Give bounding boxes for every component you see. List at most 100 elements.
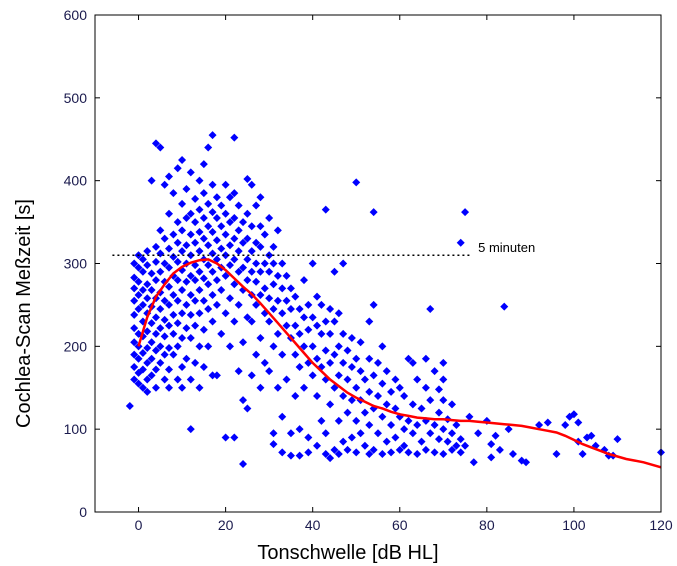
scatter-point [243,255,252,264]
scatter-point [269,259,278,268]
scatter-point [191,358,200,367]
scatter-point [165,172,174,181]
scatter-point [404,354,413,363]
scatter-point [178,383,187,392]
scatter-point [212,371,221,380]
y-tick-label: 200 [64,338,88,354]
scatter-point [448,400,457,409]
scatter-point [165,244,174,253]
scatter-point [191,238,200,247]
scatter-point [313,354,322,363]
scatter-point [234,367,243,376]
scatter-point [186,334,195,343]
scatter-point [343,408,352,417]
y-tick-label: 0 [79,504,87,520]
scatter-point [360,375,369,384]
scatter-point [147,338,156,347]
scatter-point [308,342,317,351]
scatter-point [452,441,461,450]
scatter-point [273,271,282,280]
scatter-point [508,450,517,459]
scatter-point [147,286,156,295]
scatter-point [195,342,204,351]
scatter-point [273,296,282,305]
scatter-point [504,425,513,434]
scatter-point [273,226,282,235]
ticks-layer [95,14,662,513]
scatter-point [173,164,182,173]
scatter-point [217,222,226,231]
scatter-point [391,433,400,442]
data-layer [112,131,665,469]
scatter-point [334,371,343,380]
scatter-point [256,193,265,202]
scatter-point [134,305,143,314]
scatter-point [208,371,217,380]
scatter-point [208,317,217,326]
scatter-point [313,292,322,301]
scatter-point [613,435,622,444]
scatter-point [347,433,356,442]
scatter-point [395,445,404,454]
scatter-point [230,317,239,326]
scatter-point [400,441,409,450]
scatter-point [234,300,243,309]
scatter-point [334,450,343,459]
scatter-point [387,448,396,457]
scatter-point [265,367,274,376]
scatter-point [400,392,409,401]
scatter-point [239,338,248,347]
scatter-point [138,365,147,374]
scatter-point [352,416,361,425]
scatter-point [239,263,248,272]
scatter-point [195,309,204,318]
scatter-point [434,385,443,394]
scatter-point [173,319,182,328]
scatter-point [208,290,217,299]
scatter-point [330,350,339,359]
scatter-point [156,324,165,333]
scatter-point [343,346,352,355]
scatter-point [130,375,139,384]
scatter-point [339,329,348,338]
scatter-point [204,261,213,270]
scatter-point [225,241,234,250]
scatter-point [413,375,422,384]
scatter-point [282,271,291,280]
scatter-point [578,450,587,459]
scatter-point [252,300,261,309]
scatter-point [304,300,313,309]
scatter-point [165,343,174,352]
scatter-point [156,143,165,152]
scatter-point [130,363,139,372]
scatter-point [543,418,552,427]
scatter-point [134,290,143,299]
scatter-point [408,400,417,409]
scatter-point [134,277,143,286]
x-tick-label: 0 [135,517,143,533]
scatter-point [461,208,470,217]
scatter-point [169,271,178,280]
scatter-point [374,429,382,438]
scatter-point [456,448,465,457]
scatter-point [199,363,208,372]
scatter-point [199,189,208,198]
scatter-point [169,252,178,261]
scatter-point [212,300,221,309]
scatter-point [151,313,160,322]
scatter-point [178,286,187,295]
scatter-point [313,321,322,330]
scatter-point [265,267,274,276]
scatter-point [204,222,213,231]
fit-curve [137,258,662,469]
scatter-point [234,267,243,276]
scatter-point [469,458,478,467]
scatter-point [339,392,348,401]
scatter-point [165,383,174,392]
scatter-point [260,358,269,367]
scatter-point [186,230,195,239]
scatter-point [474,429,483,438]
scatter-point [339,437,348,446]
scatter-point [230,133,239,142]
scatter-point [243,404,252,413]
